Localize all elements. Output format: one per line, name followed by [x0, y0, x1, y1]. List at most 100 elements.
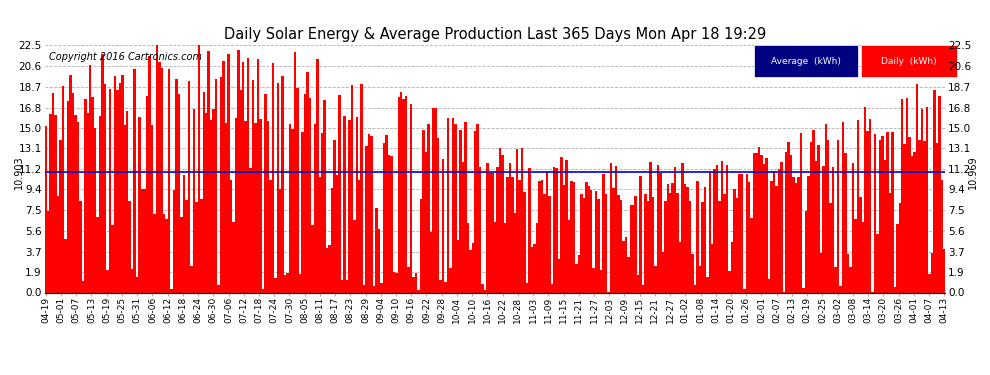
Bar [745, 174, 748, 292]
Bar [709, 172, 711, 292]
Bar [286, 273, 289, 292]
Bar [304, 94, 306, 292]
Bar [281, 76, 284, 292]
Bar [632, 205, 635, 292]
Bar [69, 75, 71, 292]
Bar [544, 194, 545, 292]
Bar [612, 188, 615, 292]
Bar [134, 69, 136, 292]
Bar [437, 138, 440, 292]
Bar [96, 217, 99, 292]
Bar [501, 155, 504, 292]
Bar [331, 188, 334, 292]
Bar [230, 180, 232, 292]
Bar [842, 122, 844, 292]
Bar [235, 118, 237, 292]
Bar [822, 166, 825, 292]
Bar [173, 190, 175, 292]
Bar [763, 164, 765, 292]
Bar [289, 124, 291, 292]
Bar [681, 164, 684, 292]
Bar [859, 197, 861, 292]
Bar [770, 181, 772, 292]
Bar [388, 155, 390, 292]
Bar [795, 183, 797, 292]
FancyBboxPatch shape [754, 45, 858, 77]
Bar [659, 173, 661, 292]
Bar [610, 163, 612, 292]
Bar [407, 267, 410, 292]
Bar [205, 113, 208, 292]
Bar [689, 201, 691, 292]
Bar [91, 96, 94, 292]
Bar [906, 98, 909, 292]
Bar [748, 182, 750, 292]
Bar [891, 132, 894, 292]
Bar [494, 222, 496, 292]
Bar [264, 94, 266, 292]
Bar [89, 65, 91, 292]
Bar [699, 266, 701, 292]
Bar [116, 90, 119, 292]
Bar [459, 130, 461, 292]
Bar [499, 148, 501, 292]
Bar [274, 278, 276, 292]
Bar [830, 202, 832, 292]
Bar [563, 185, 565, 292]
Bar [350, 85, 353, 292]
Bar [810, 142, 812, 292]
Bar [126, 111, 129, 292]
Bar [901, 99, 904, 292]
Bar [160, 68, 163, 292]
Bar [914, 152, 916, 292]
Bar [471, 243, 474, 292]
Bar [195, 202, 198, 292]
Bar [553, 167, 555, 292]
Bar [148, 56, 150, 292]
Bar [921, 109, 924, 292]
Bar [400, 92, 403, 292]
Bar [676, 193, 679, 292]
Bar [180, 217, 183, 292]
Bar [353, 220, 355, 292]
Bar [153, 214, 155, 292]
Bar [251, 80, 254, 292]
Bar [363, 285, 365, 292]
Bar [435, 108, 437, 292]
Bar [496, 167, 499, 292]
Bar [531, 247, 534, 292]
Bar [119, 84, 121, 292]
Bar [929, 274, 931, 292]
Bar [200, 198, 203, 292]
Bar [183, 176, 185, 292]
Bar [245, 122, 247, 292]
Bar [602, 174, 605, 292]
Bar [916, 84, 919, 292]
Bar [558, 260, 560, 292]
Bar [679, 242, 681, 292]
Bar [911, 156, 914, 292]
Bar [420, 200, 422, 292]
Bar [393, 272, 395, 292]
Bar [203, 92, 205, 292]
Bar [193, 109, 195, 292]
Bar [802, 288, 805, 292]
Bar [461, 162, 464, 292]
Bar [719, 201, 721, 292]
Bar [121, 75, 124, 292]
Bar [721, 161, 724, 292]
Bar [884, 160, 886, 292]
Bar [590, 190, 592, 292]
Bar [704, 187, 706, 292]
Bar [432, 108, 435, 292]
Title: Daily Solar Energy & Average Production Last 365 Days Mon Apr 18 19:29: Daily Solar Energy & Average Production … [224, 27, 766, 42]
Bar [726, 165, 729, 292]
Bar [529, 168, 531, 292]
Bar [276, 83, 279, 292]
Bar [750, 219, 753, 292]
Bar [876, 234, 879, 292]
Text: 10.903: 10.903 [14, 155, 25, 189]
Bar [861, 222, 864, 292]
Bar [390, 156, 393, 292]
Bar [398, 98, 400, 292]
